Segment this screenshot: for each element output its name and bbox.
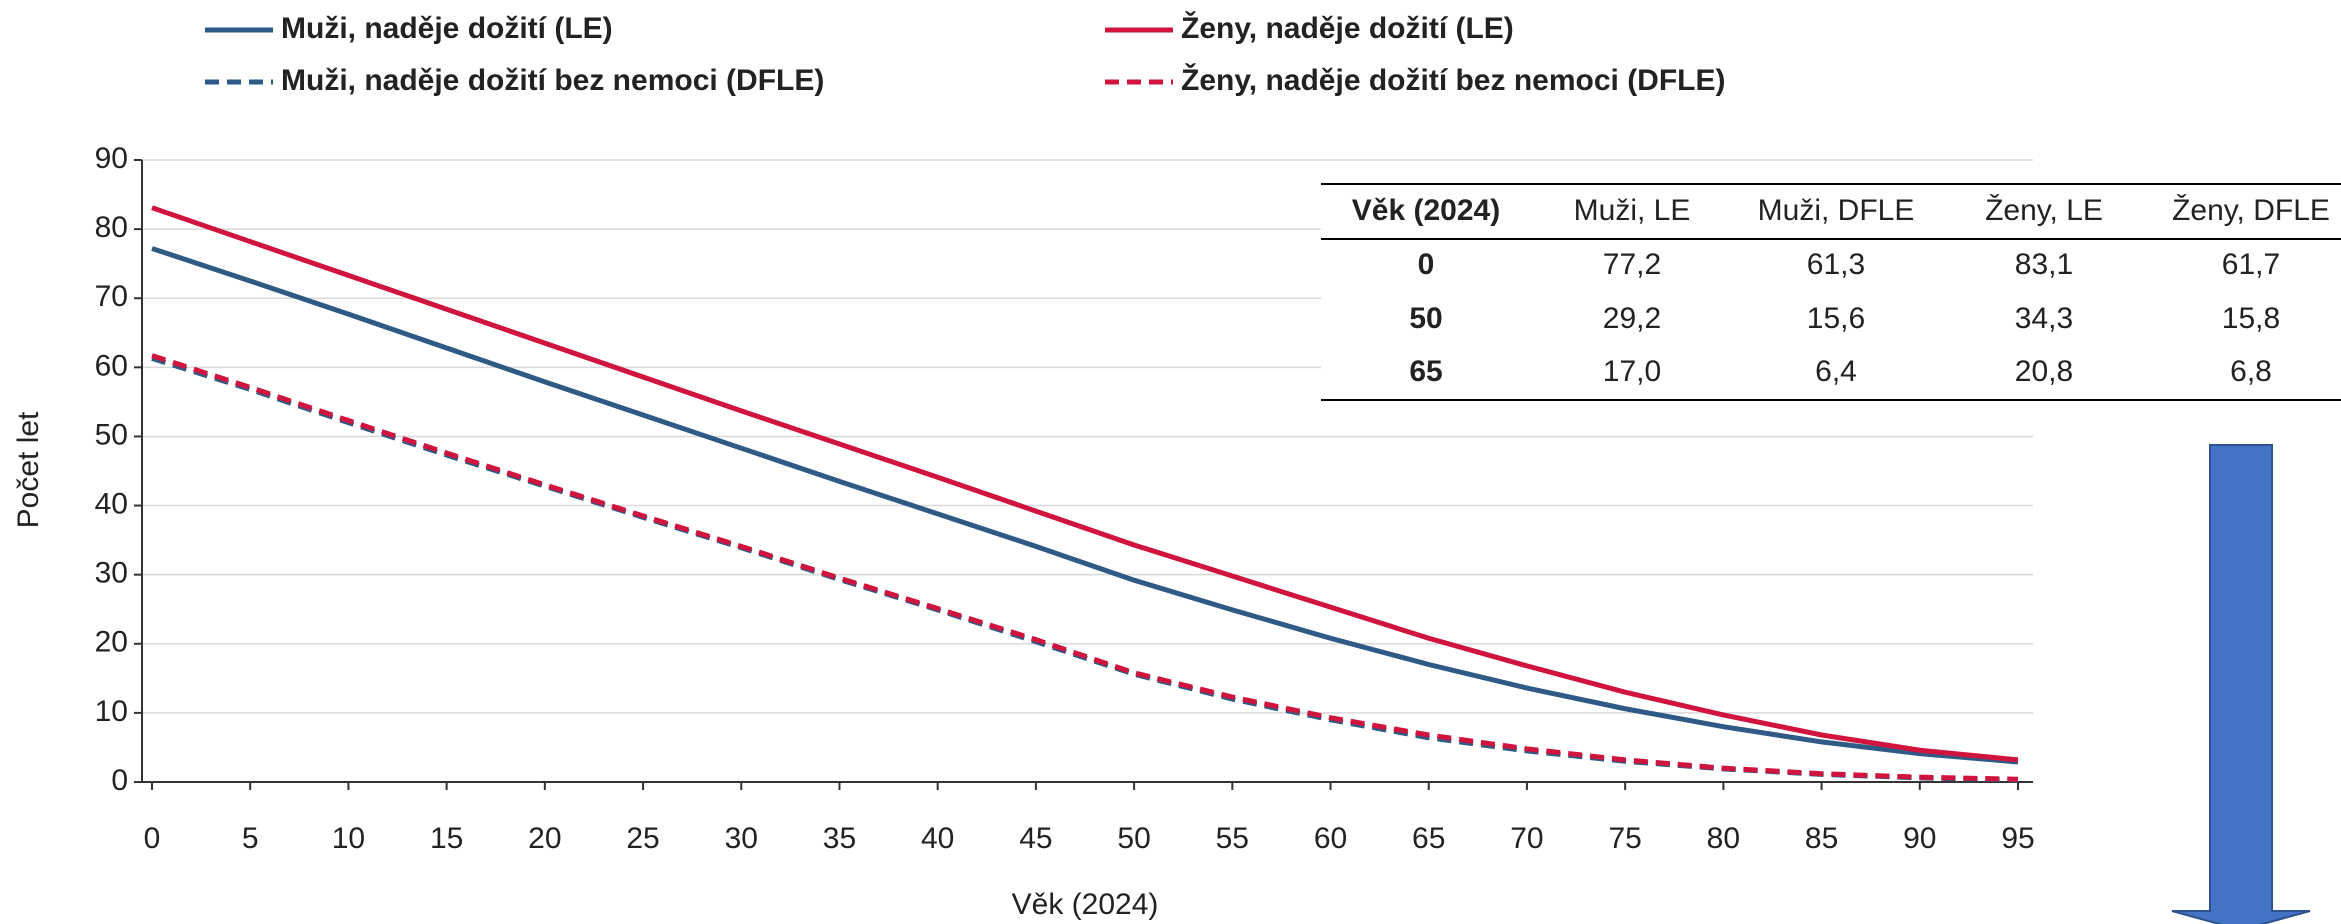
line-series	[151, 353, 2019, 782]
x-tick-label: 60	[1314, 822, 1347, 855]
legend-label: Muži, naděje dožití bez nemoci (DFLE)	[281, 64, 824, 97]
table-cell: 15,6	[1807, 302, 1865, 335]
legend-label: Ženy, naděje dožití (LE)	[1181, 11, 1514, 45]
table-cell: 29,2	[1603, 302, 1661, 335]
x-tick-label: 10	[332, 822, 365, 855]
x-tick-label: 40	[921, 822, 954, 855]
x-tick-label: 95	[2001, 822, 2034, 855]
table-header: Ženy, DFLE	[2172, 194, 2330, 227]
table-cell: 6,4	[1815, 355, 1857, 388]
table-cell: 0	[1418, 248, 1435, 281]
table-cell: 34,3	[2015, 302, 2073, 335]
y-tick-label: 20	[95, 626, 128, 659]
table-cell: 61,7	[2222, 248, 2280, 281]
y-tick-label: 80	[95, 211, 128, 244]
x-tick-label: 85	[1805, 822, 1838, 855]
y-tick-label: 90	[95, 142, 128, 175]
legend-label: Muži, naděje dožití (LE)	[281, 12, 613, 45]
x-axis-label: Věk (2024)	[1012, 888, 1159, 921]
table-background	[1321, 180, 2341, 402]
x-tick-label: 65	[1412, 822, 1445, 855]
table-cell: 6,8	[2230, 355, 2272, 388]
table-cell: 50	[1409, 302, 1442, 335]
table-header: Muži, DFLE	[1758, 194, 1915, 227]
y-tick-label: 10	[95, 695, 128, 728]
y-tick-label: 60	[95, 349, 128, 382]
line-series	[151, 246, 2019, 765]
x-tick-label: 90	[1903, 822, 1936, 855]
table-cell: 15,8	[2222, 302, 2280, 335]
x-tick-label: 80	[1707, 822, 1740, 855]
table-cell: 20,8	[2015, 355, 2073, 388]
x-tick-label: 5	[242, 822, 259, 855]
table-cell: 17,0	[1603, 355, 1661, 388]
x-tick-label: 0	[144, 822, 161, 855]
x-tick-label: 25	[626, 822, 659, 855]
x-tick-label: 20	[528, 822, 561, 855]
table-header: Věk (2024)	[1352, 194, 1500, 227]
table-header: Ženy, LE	[1985, 194, 2103, 227]
table-cell: 61,3	[1807, 248, 1865, 281]
y-tick-label: 0	[111, 764, 128, 797]
x-tick-label: 75	[1608, 822, 1641, 855]
x-tick-label: 50	[1117, 822, 1150, 855]
x-tick-label: 70	[1510, 822, 1543, 855]
x-tick-label: 35	[823, 822, 856, 855]
table-cell: 83,1	[2015, 248, 2073, 281]
x-tick-label: 30	[725, 822, 758, 855]
x-tick-label: 55	[1216, 822, 1249, 855]
y-tick-label: 70	[95, 280, 128, 313]
table-cell: 77,2	[1603, 248, 1661, 281]
y-tick-label: 40	[95, 487, 128, 520]
line-series	[151, 205, 2019, 763]
x-tick-label: 15	[430, 822, 463, 855]
arrow	[2171, 444, 2311, 924]
legend-label: Ženy, naděje dožití bez nemoci (DFLE)	[1181, 63, 1726, 97]
y-tick-label: 50	[95, 418, 128, 451]
y-axis-label: Počet let	[12, 411, 45, 528]
y-tick-label: 30	[95, 557, 128, 590]
table-header: Muži, LE	[1574, 194, 1691, 227]
table-cell: 65	[1409, 355, 1442, 388]
x-tick-label: 45	[1019, 822, 1052, 855]
